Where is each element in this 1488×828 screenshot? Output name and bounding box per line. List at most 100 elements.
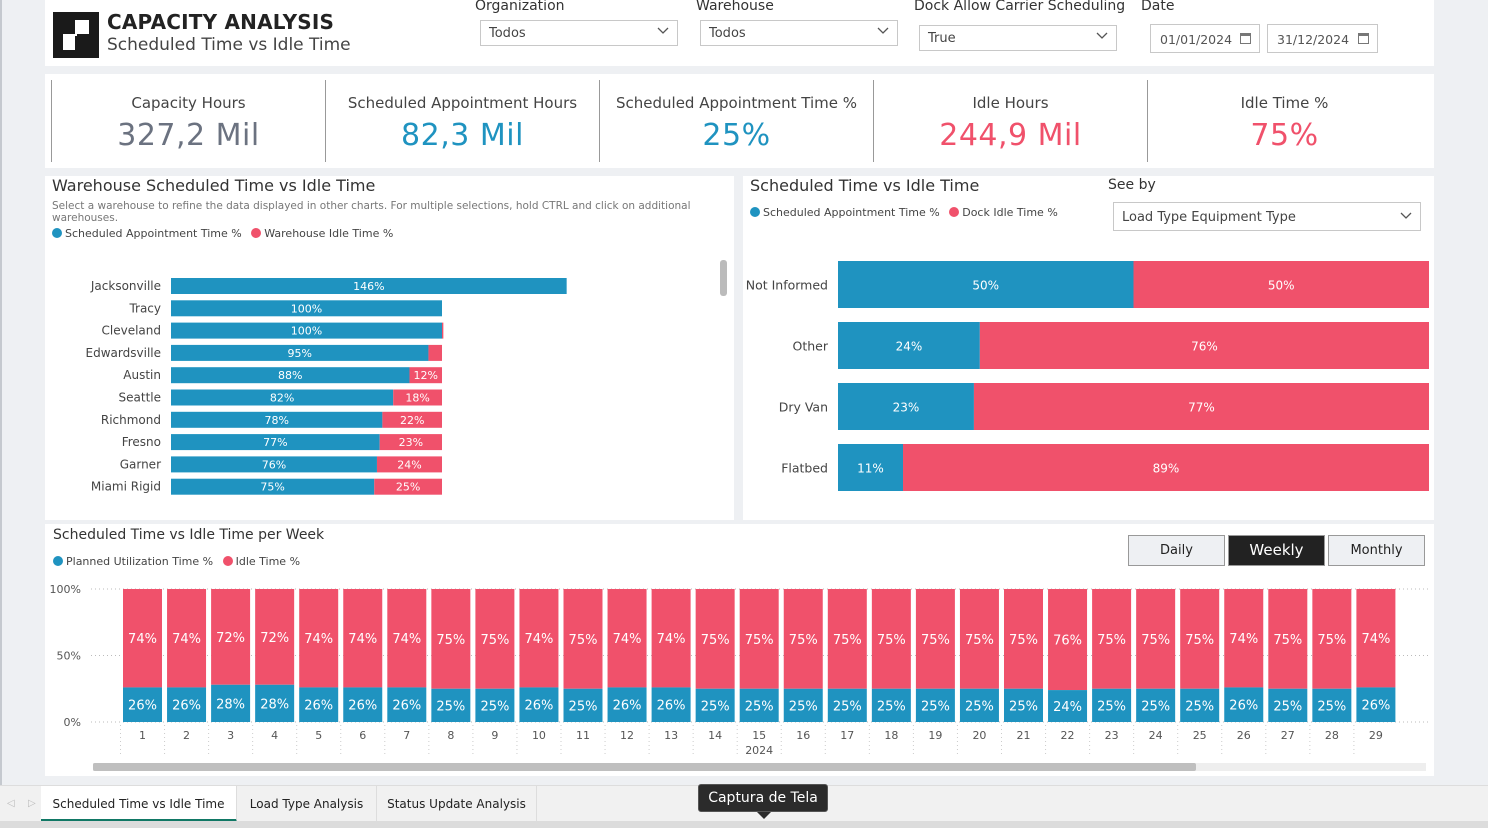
planned-bar[interactable]: [1004, 688, 1043, 722]
planned-bar[interactable]: [519, 687, 559, 722]
scheduled-bar[interactable]: [171, 456, 377, 473]
idle-bar[interactable]: [409, 367, 442, 384]
planned-bar[interactable]: [695, 688, 735, 722]
scheduled-bar[interactable]: [171, 344, 429, 361]
legend-item[interactable]: Dock Idle Time %: [949, 206, 1058, 219]
weekly-chart-horizontal-scrollbar[interactable]: [93, 763, 1426, 771]
scheduled-bar[interactable]: [838, 261, 1134, 308]
planned-bar[interactable]: [1048, 690, 1088, 722]
idle-bar[interactable]: [374, 478, 442, 495]
idle-bar[interactable]: [1004, 589, 1043, 689]
idle-bar[interactable]: [1312, 589, 1352, 689]
calendar-icon[interactable]: [1240, 33, 1251, 44]
tab-prev-icon[interactable]: ◁: [7, 798, 15, 809]
planned-bar[interactable]: [1136, 688, 1176, 722]
idle-bar[interactable]: [299, 589, 339, 688]
idle-bar[interactable]: [167, 589, 207, 688]
scheduled-bar[interactable]: [838, 383, 974, 430]
scrollbar-thumb[interactable]: [93, 763, 1196, 771]
scheduled-bar[interactable]: [838, 444, 904, 491]
idle-bar[interactable]: [695, 589, 735, 689]
legend-item[interactable]: Planned Utilization Time %: [53, 555, 213, 568]
organization-dropdown[interactable]: Todos: [480, 20, 678, 46]
idle-bar[interactable]: [519, 589, 559, 688]
scheduled-bar[interactable]: [171, 478, 375, 495]
idle-bar[interactable]: [123, 589, 162, 688]
end-date-input[interactable]: 31/12/2024: [1267, 24, 1378, 53]
planned-bar[interactable]: [211, 684, 251, 722]
scheduled-bar[interactable]: [171, 411, 383, 428]
tab-scheduled-vs-idle[interactable]: Scheduled Time vs Idle Time: [41, 786, 237, 822]
legend-item[interactable]: Scheduled Appointment Time %: [52, 227, 242, 240]
planned-bar[interactable]: [123, 687, 162, 722]
calendar-icon[interactable]: [1358, 33, 1369, 44]
scheduled-bar[interactable]: [171, 278, 567, 294]
idle-bar[interactable]: [343, 589, 383, 688]
planned-bar[interactable]: [387, 687, 427, 722]
planned-bar[interactable]: [343, 687, 383, 722]
idle-bar[interactable]: [376, 456, 442, 473]
idle-bar[interactable]: [1356, 589, 1396, 688]
scheduled-bar[interactable]: [171, 389, 394, 406]
planned-bar[interactable]: [1312, 688, 1352, 722]
warehouse-bar-chart[interactable]: Jacksonville 146% Tracy 100% Cleveland 100% Ed…: [45, 266, 715, 506]
idle-bar[interactable]: [739, 589, 779, 689]
legend-item[interactable]: Idle Time %: [222, 555, 300, 568]
planned-bar[interactable]: [299, 687, 339, 722]
warehouse-chart-scrollbar[interactable]: [720, 258, 728, 516]
idle-bar[interactable]: [393, 389, 442, 406]
idle-bar[interactable]: [1048, 589, 1088, 691]
planned-bar[interactable]: [871, 688, 911, 722]
planned-bar[interactable]: [607, 687, 647, 722]
idle-bar[interactable]: [255, 589, 295, 685]
planned-bar[interactable]: [167, 687, 207, 722]
scheduled-bar[interactable]: [171, 367, 410, 384]
planned-bar[interactable]: [563, 688, 603, 722]
scheduled-bar[interactable]: [171, 434, 380, 451]
scheduled-bar[interactable]: [838, 322, 980, 369]
idle-bar[interactable]: [428, 344, 442, 361]
planned-bar[interactable]: [431, 688, 471, 722]
idle-bar[interactable]: [1180, 589, 1220, 689]
weekly-stacked-bar-chart[interactable]: 0% 50% 100% 74% 26% 1 74% 26% 2 72% 28% 3 72% 28% 4 74%…: [45, 579, 1434, 759]
warehouse-dropdown[interactable]: Todos: [700, 20, 898, 46]
planned-bar[interactable]: [827, 688, 867, 722]
planned-bar[interactable]: [651, 687, 691, 722]
idle-bar[interactable]: [1092, 589, 1132, 689]
idle-bar[interactable]: [211, 589, 251, 685]
tab-next-icon[interactable]: ▷: [28, 798, 36, 809]
legend-item[interactable]: Warehouse Idle Time %: [251, 227, 393, 240]
planned-bar[interactable]: [1268, 688, 1308, 722]
dock-scheduling-dropdown[interactable]: True: [919, 25, 1117, 51]
idle-bar[interactable]: [783, 589, 823, 689]
idle-bar[interactable]: [563, 589, 603, 689]
idle-bar[interactable]: [607, 589, 647, 688]
idle-bar[interactable]: [1268, 589, 1308, 689]
planned-bar[interactable]: [783, 688, 823, 722]
idle-bar[interactable]: [973, 383, 1429, 430]
weekly-toggle-button[interactable]: Weekly: [1228, 535, 1325, 566]
scheduled-bar[interactable]: [171, 322, 442, 339]
scrollbar-thumb[interactable]: [720, 260, 727, 296]
planned-bar[interactable]: [1224, 687, 1264, 722]
start-date-input[interactable]: 01/01/2024: [1150, 24, 1260, 53]
planned-bar[interactable]: [255, 684, 295, 722]
idle-bar[interactable]: [915, 589, 955, 689]
planned-bar[interactable]: [739, 688, 779, 722]
idle-bar[interactable]: [475, 589, 515, 689]
idle-bar[interactable]: [979, 322, 1429, 369]
monthly-toggle-button[interactable]: Monthly: [1328, 535, 1425, 566]
planned-bar[interactable]: [959, 688, 999, 722]
idle-bar[interactable]: [871, 589, 911, 689]
planned-bar[interactable]: [1356, 687, 1396, 722]
daily-toggle-button[interactable]: Daily: [1128, 535, 1225, 566]
idle-bar[interactable]: [651, 589, 691, 688]
planned-bar[interactable]: [475, 688, 515, 722]
idle-bar[interactable]: [1224, 589, 1264, 688]
idle-bar[interactable]: [442, 322, 444, 339]
planned-bar[interactable]: [1180, 688, 1220, 722]
legend-item[interactable]: Scheduled Appointment Time %: [750, 206, 940, 219]
tab-status-update-analysis[interactable]: Status Update Analysis: [377, 786, 537, 822]
see-by-dropdown[interactable]: Load Type Equipment Type: [1113, 202, 1421, 231]
idle-bar[interactable]: [379, 434, 442, 451]
